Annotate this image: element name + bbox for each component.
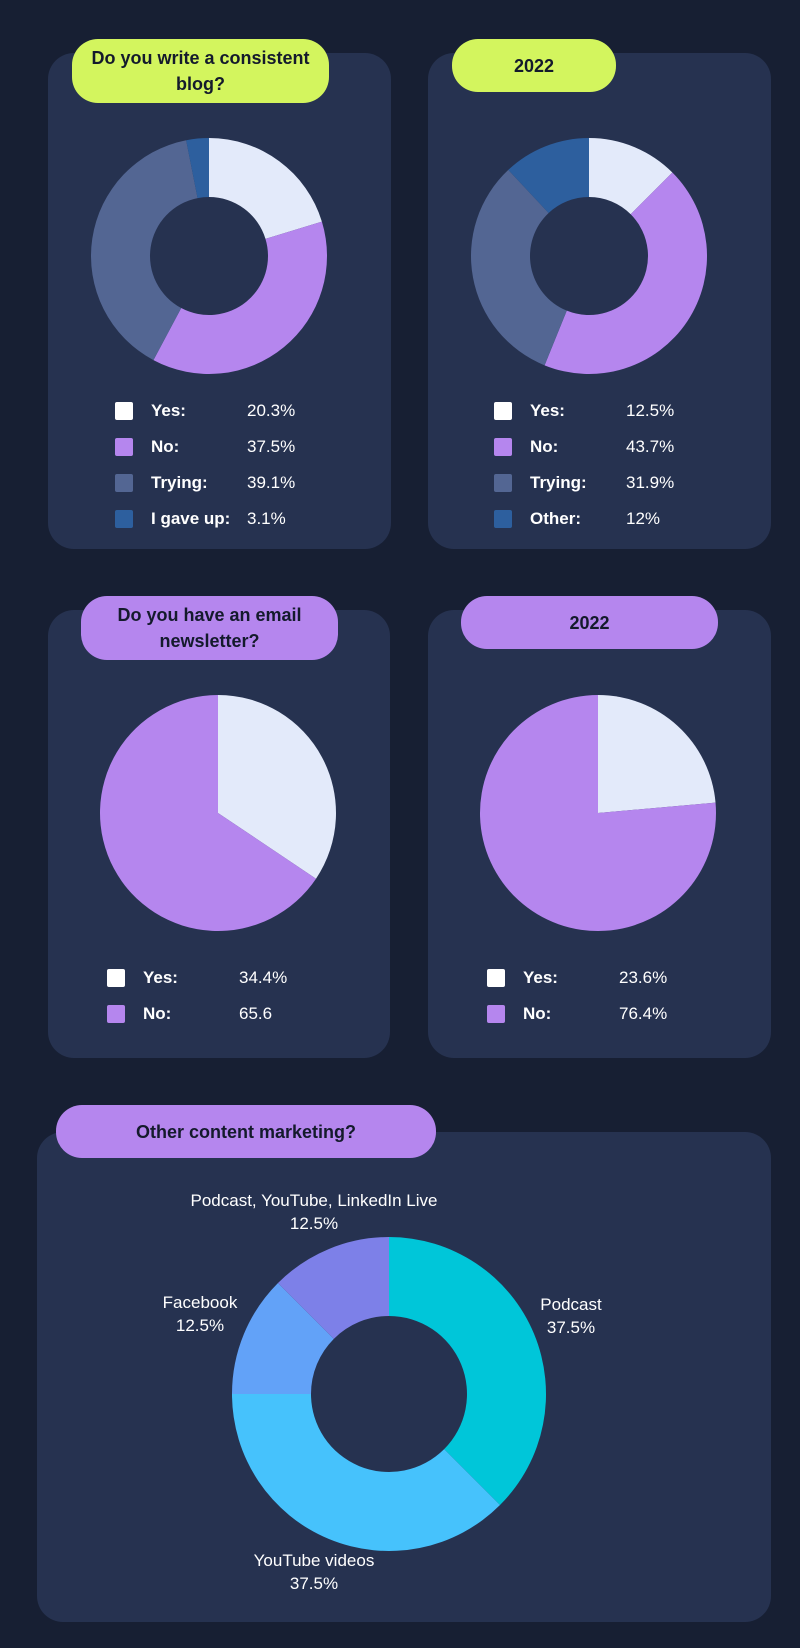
pie-slice-2 xyxy=(470,169,567,366)
legend-label: No: xyxy=(523,1004,552,1023)
legend-label: Other: xyxy=(530,509,581,528)
pie-slice-0 xyxy=(209,138,322,239)
legend-value: 39.1% xyxy=(247,473,296,492)
legend-value: 20.3% xyxy=(247,401,296,420)
legend-item: Other: 12% xyxy=(494,509,754,529)
legend-swatch xyxy=(107,1005,125,1023)
legend-label: I gave up: xyxy=(151,509,231,528)
legend-swatch xyxy=(494,438,512,456)
slice-label-1: YouTube videos xyxy=(254,1551,375,1570)
legend-swatch xyxy=(494,474,512,492)
pie-slice-0 xyxy=(598,695,716,813)
legend-value: 37.5% xyxy=(247,437,296,456)
legend-label: Yes: xyxy=(143,968,178,987)
slice-value-1: 37.5% xyxy=(290,1574,338,1593)
legend-swatch xyxy=(115,402,133,420)
legend-swatch xyxy=(115,474,133,492)
pie-slice-1 xyxy=(544,172,707,374)
pie-slice-1 xyxy=(153,221,328,374)
legend-label: Yes: xyxy=(151,401,186,420)
slice-value-3: 12.5% xyxy=(290,1214,338,1233)
legend-item: Trying: 39.1% xyxy=(115,473,375,493)
newsletter-2022-title: 2022 xyxy=(461,596,718,649)
legend-item: No: 76.4% xyxy=(487,1004,747,1024)
newsletter-title: Do you have an email newsletter? xyxy=(81,596,338,660)
legend-swatch xyxy=(487,969,505,987)
pie-slice-1 xyxy=(480,695,717,931)
legend-item: I gave up: 3.1% xyxy=(115,509,375,529)
pie-slice-3 xyxy=(186,138,209,199)
slice-value-0: 37.5% xyxy=(547,1318,595,1337)
slice-label-2: Facebook xyxy=(163,1293,238,1312)
pie-slice-1 xyxy=(99,695,317,931)
pie-slice-2 xyxy=(232,1282,334,1394)
legend-value: 65.6 xyxy=(239,1004,273,1023)
legend-item: Yes: 34.4% xyxy=(107,968,367,988)
legend-value: 23.6% xyxy=(619,968,668,987)
pie-slice-0 xyxy=(218,695,336,879)
legend-value: 43.7% xyxy=(626,437,675,456)
legend-item: No: 37.5% xyxy=(115,437,375,457)
legend-value: 34.4% xyxy=(239,968,288,987)
legend-value: 76.4% xyxy=(619,1004,668,1023)
legend-swatch xyxy=(494,510,512,528)
blog-2022-title: 2022 xyxy=(452,39,616,92)
pie-slice-0 xyxy=(389,1237,547,1506)
slice-label-3: Podcast, YouTube, LinkedIn Live xyxy=(191,1191,438,1210)
legend-item: Yes: 12.5% xyxy=(494,401,754,421)
legend-value: 12% xyxy=(626,509,661,528)
legend-swatch xyxy=(115,510,133,528)
legend-label: Yes: xyxy=(530,401,565,420)
pie-slice-3 xyxy=(508,138,589,213)
blog-title: Do you write a consistent blog? xyxy=(72,39,329,103)
pie-slice-2 xyxy=(91,140,198,361)
slice-value-2: 12.5% xyxy=(176,1316,224,1335)
pie-slice-0 xyxy=(589,138,673,215)
legend-item: Trying: 31.9% xyxy=(494,473,754,493)
other-marketing-title: Other content marketing? xyxy=(56,1105,436,1158)
legend-item: No: 65.6 xyxy=(107,1004,367,1024)
legend-value: 12.5% xyxy=(626,401,675,420)
legend-label: Trying: xyxy=(530,473,587,492)
pie-slice-3 xyxy=(277,1237,389,1339)
legend-item: Yes: 20.3% xyxy=(115,401,375,421)
legend-swatch xyxy=(115,438,133,456)
legend-item: No: 43.7% xyxy=(494,437,754,457)
legend-label: Trying: xyxy=(151,473,208,492)
pie-slice-1 xyxy=(232,1394,501,1551)
legend-swatch xyxy=(487,1005,505,1023)
legend-swatch xyxy=(107,969,125,987)
legend-value: 31.9% xyxy=(626,473,675,492)
legend-label: No: xyxy=(143,1004,172,1023)
legend-item: Yes: 23.6% xyxy=(487,968,747,988)
legend-label: No: xyxy=(530,437,559,456)
legend-swatch xyxy=(494,402,512,420)
slice-label-0: Podcast xyxy=(540,1295,602,1314)
legend-label: No: xyxy=(151,437,180,456)
legend-label: Yes: xyxy=(523,968,558,987)
legend-value: 3.1% xyxy=(247,509,286,528)
